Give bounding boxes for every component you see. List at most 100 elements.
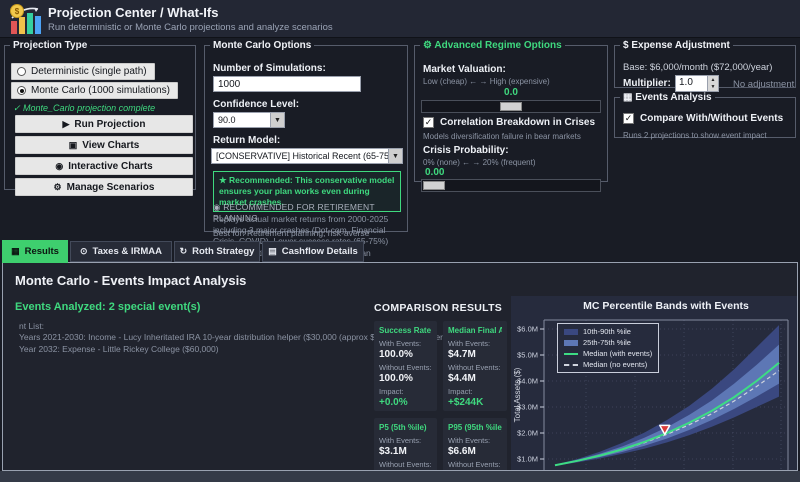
compare-events-checkbox[interactable]: ✓ Compare With/Without Events [623,113,784,124]
events-analyzed: Events Analyzed: 2 special event(s) [15,301,201,313]
market-valuation-value: 0.0 [504,87,518,98]
projection-status: ✓ Monte_Carlo projection complete [13,103,156,113]
return-model-select[interactable]: [CONSERVATIVE] Historical Recent (65-75%… [211,148,403,164]
advanced-regime-title: ⚙ Advanced Regime Options [423,40,562,51]
radio-monte-carlo[interactable]: Monte Carlo (1000 simulations) [11,82,178,99]
multiplier-label: Multiplier: [623,78,671,89]
gear-icon: ⚙ [423,40,432,51]
checkmark-icon: ✓ [623,113,634,124]
page-subtitle: Run deterministic or Monte Carlo project… [48,22,333,33]
radio-deterministic[interactable]: Deterministic (single path) [11,63,155,80]
legend-item: Median (with events) [564,349,652,358]
bullseye-icon: ◉ [213,202,221,212]
card-median-final-assets: Median Final Asse With Events: $4.7M Wit… [443,321,507,411]
confidence-select[interactable]: 90.0 ▼ [213,112,285,128]
legend-item: 25th-75th %ile [564,338,652,347]
taxes-icon: ⊙ [79,246,88,256]
recommended-callout: ★ Recommended: This conservative model e… [213,171,401,213]
results-title: Monte Carlo - Events Impact Analysis [15,273,247,288]
svg-text:$1.0M: $1.0M [517,455,538,464]
card-p95: P95 (95th %ile) With Events: $6.6M Witho… [443,418,507,470]
svg-text:MC Percentile Bands with Event: MC Percentile Bands with Events [583,300,749,312]
expense-adjustment-title: $ Expense Adjustment [623,40,730,51]
radio-circle-icon [17,67,26,76]
checkmark-icon: ✓ [423,117,434,128]
roth-icon: ↻ [179,246,188,256]
crisis-value: 0.00 [425,167,445,178]
view-charts-button[interactable]: ▣ View Charts [15,136,193,154]
chevron-down-icon[interactable]: ▼ [270,113,284,127]
events-analysis-note: Runs 2 projections to show event impact [623,131,767,140]
event-list: nt List: Years 2021-2030: Income - Lucy … [19,321,471,355]
legend-item: Median (no events) [564,360,652,369]
svg-text:$3.0M: $3.0M [517,403,538,412]
tab-taxes-irmaa[interactable]: ⊙ Taxes & IRMAA [70,241,172,262]
events-analysis-group: ▦ Events Analysis ✓ Compare With/Without… [614,92,796,140]
cashflow-icon: ▤ [268,246,277,256]
num-sims-input[interactable] [213,76,361,92]
advanced-regime-group: ⚙ Advanced Regime Options Market Valuati… [414,40,608,192]
expense-base: Base: $6,000/month ($72,000/year) [623,62,773,73]
chart-icon: ▦ [623,92,633,103]
correlation-note: Models diversification failure in bear m… [423,132,581,141]
event-list-line: Years 2021-2030: Income - Lucy Inheritat… [19,332,471,343]
slider-handle[interactable] [423,181,445,190]
manage-scenarios-button[interactable]: ⚙ Manage Scenarios [15,178,193,196]
dollar-glyph: $ [15,7,20,16]
num-sims-label: Number of Simulations: [213,63,326,74]
app-logo-icon: $ [10,4,41,34]
event-list-line: Year 2032: Expense - Little Rickey Colle… [19,343,219,354]
recommended-heading: ◉ RECOMMENDED FOR RETIREMENT PLANNING [213,202,375,223]
event-list-line: nt List: [19,321,45,331]
monte-carlo-options-title: Monte Carlo Options [213,40,312,51]
svg-text:Total Assets ($): Total Assets ($) [513,367,522,422]
chevron-down-icon[interactable]: ▼ [388,149,402,163]
events-analysis-title: ▦ Events Analysis [623,92,712,103]
market-valuation-slider[interactable] [421,100,601,113]
tab-results[interactable]: ▦ Results [2,240,68,263]
correlation-checkbox[interactable]: ✓ Correlation Breakdown in Crises [423,117,596,128]
card-p5: P5 (5th %ile) With Events: $3.1M Without… [374,418,437,470]
crisis-label: Crisis Probability: [423,145,509,156]
radio-deterministic-label: Deterministic (single path) [31,66,147,77]
results-panel: Monte Carlo - Events Impact Analysis Eve… [2,262,798,471]
market-valuation-label: Market Valuation: [423,64,506,75]
target-icon: ◉ [55,160,64,171]
projection-type-title: Projection Type [13,40,88,51]
svg-text:$6.0M: $6.0M [517,325,538,334]
play-icon: ▶ [62,118,70,129]
interactive-charts-button[interactable]: ◉ Interactive Charts [15,157,193,175]
confidence-label: Confidence Level: [213,99,300,110]
card-success-rate: Success Rate With Events: 100.0% Without… [374,321,437,411]
app-header: $ Projection Center / What-Ifs Run deter… [0,0,800,38]
spin-down-icon[interactable]: ▼ [708,83,718,91]
radio-monte-carlo-label: Monte Carlo (1000 simulations) [31,85,170,96]
crisis-range: 0% (none) ← → 20% (frequent) [423,158,536,167]
slider-handle[interactable] [500,102,522,111]
projection-type-group: Projection Type Deterministic (single pa… [4,40,196,196]
radio-circle-icon [17,86,26,95]
tab-cashflow-details[interactable]: ▤ Cashflow Details [262,241,364,262]
crisis-slider[interactable] [421,179,601,192]
return-model-label: Return Model: [213,135,281,146]
spin-up-icon[interactable]: ▲ [708,76,718,84]
monte-carlo-options-group: Monte Carlo Options Number of Simulation… [204,40,408,269]
results-icon: ▦ [11,246,20,256]
legend-item: 10th-90th %ile [564,327,652,336]
gear-icon: ⚙ [53,181,62,192]
star-icon: ★ [219,175,227,185]
svg-text:$5.0M: $5.0M [517,351,538,360]
page-title: Projection Center / What-Ifs [48,5,219,20]
multiplier-note: No adjustment [733,79,795,90]
window-bottom-strip [0,471,800,482]
money-icon: $ [623,40,629,51]
chart-icon: ▣ [68,139,78,150]
run-projection-button[interactable]: ▶ Run Projection [15,115,193,133]
mc-percentile-chart: $1.0M $2.0M $3.0M $4.0M $5.0M $6.0M MC Percent… [511,296,797,470]
multiplier-spinbox[interactable]: 1.0 ▲ ▼ [675,75,719,92]
svg-text:$2.0M: $2.0M [517,429,538,438]
expense-adjustment-group: $ Expense Adjustment Base: $6,000/month … [614,40,796,92]
tab-roth-strategy[interactable]: ↻ Roth Strategy [174,241,260,262]
svg-text:$4.0M: $4.0M [517,377,538,386]
mc-chart-svg: $1.0M $2.0M $3.0M $4.0M $5.0M $6.0M MC Percent… [513,300,789,470]
